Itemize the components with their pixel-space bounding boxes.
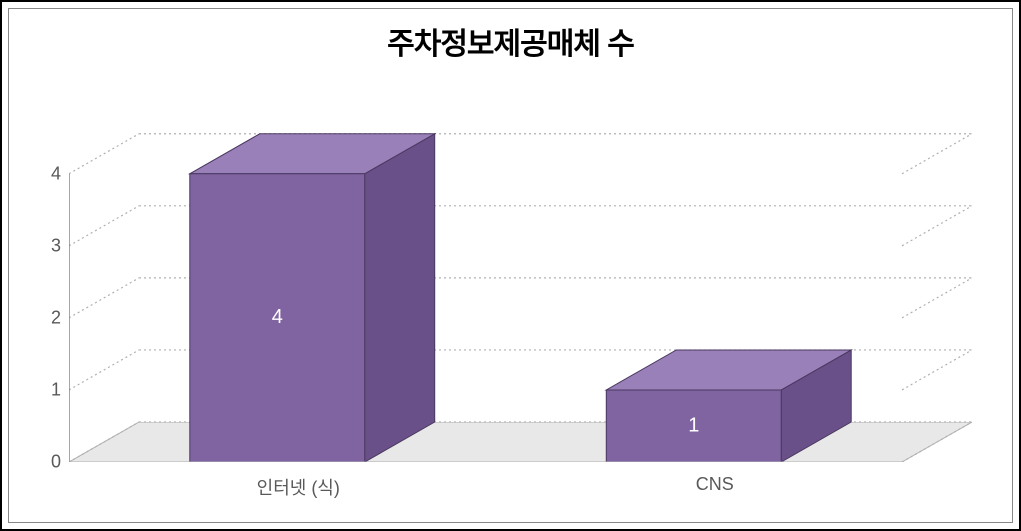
y-tick-label: 1: [51, 379, 61, 400]
x-tick-label: CNS: [696, 474, 734, 495]
y-tick-label: 2: [51, 307, 61, 328]
chart-inner-frame: 주차정보제공매체 수 41 01234인터넷 (식)CNS: [8, 8, 1013, 523]
plot-area: 41 01234인터넷 (식)CNS: [69, 89, 972, 462]
chart-svg: 41: [69, 89, 972, 462]
y-tick-label: 4: [51, 163, 61, 184]
chart-title: 주차정보제공매체 수: [9, 19, 1012, 63]
bar-value-label: 4: [272, 306, 283, 328]
y-tick-label: 0: [51, 452, 61, 473]
bar-value-label: 1: [688, 414, 699, 436]
x-tick-label: 인터넷 (식): [257, 474, 340, 500]
y-tick-label: 3: [51, 235, 61, 256]
chart-outer-frame: 주차정보제공매체 수 41 01234인터넷 (식)CNS: [0, 0, 1021, 531]
